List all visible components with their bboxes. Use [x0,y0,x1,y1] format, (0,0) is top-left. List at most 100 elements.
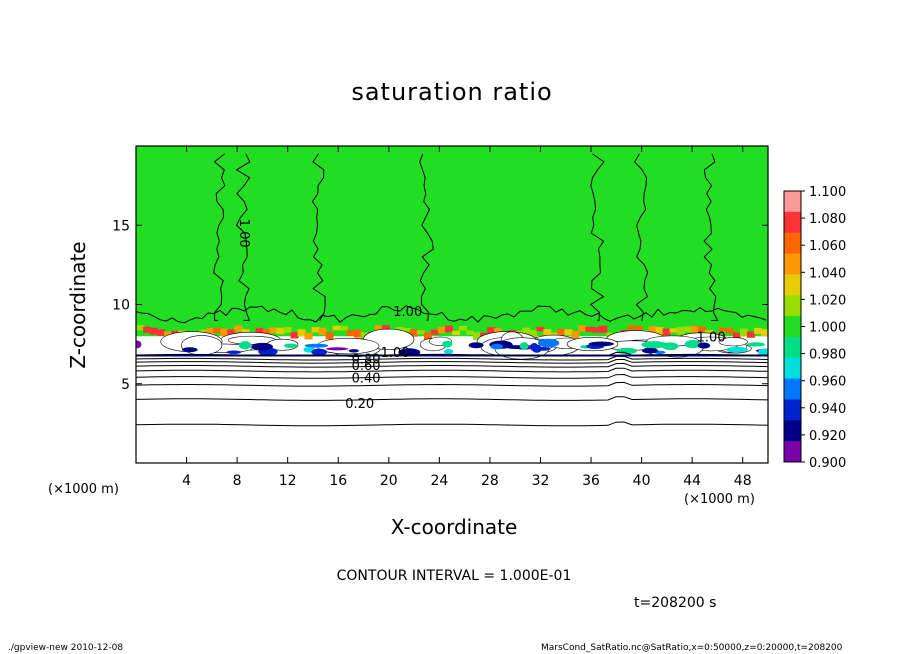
cloud-base-patch [697,342,711,349]
cloud-fringe-cell [241,329,250,334]
y-tick-label: 5 [121,377,130,393]
cloud-fringe-cell [725,328,734,334]
cloud-fringe-cell [157,329,166,336]
cloud-base-patch [588,341,615,347]
cloud-fringe-cell [564,329,573,336]
contour-line-lower [136,396,768,401]
x-tick-label: 20 [380,473,398,489]
x-tick-label: 44 [683,473,701,489]
cloud-fringe-cell [206,328,215,336]
contour-label: 0.80 [352,352,381,367]
cloud-fringe-cell [283,326,292,333]
contour-interval-label: CONTOUR INTERVAL = 1.000E-01 [336,568,572,584]
y-tick-label: 10 [112,298,130,314]
cloud-base-patch [226,350,242,355]
cloud-fringe-cell [760,329,768,336]
cloud-base-patch [348,349,359,353]
cloud-fringe-cell [746,331,755,338]
y-axis-label: Z-coordinate [66,241,90,369]
colorbar-label: 1.020 [809,293,846,308]
contour-line-plume [235,153,251,321]
contour-line-lower [136,358,768,364]
cloud-fringe-cell [297,329,306,336]
x-tick-label: 32 [532,473,550,489]
cloud-fringe-cell [599,325,608,333]
x-tick-label: 28 [481,473,499,489]
cloud-base-patch [251,342,273,351]
time-label: t=208200 s [634,595,717,611]
cloud-fringe-cell [739,328,748,337]
colorbar-swatch [784,295,801,317]
contour-line-plume [213,153,226,321]
saturated-region [136,146,768,337]
cloud-fringe-cell [473,332,482,341]
cloud-fringe-cell [634,325,643,331]
contour-line-plume [419,153,434,321]
chart-title: saturation ratio [351,78,553,106]
cloud-base-patch [684,340,702,349]
cloud-base-patch [757,348,768,357]
cloud-fringe-cell [164,331,173,338]
contour-label: 1.00 [236,219,251,248]
cloud-fringe-cell [304,332,313,340]
cloud-fringe-cell [339,325,348,331]
cloud-base-patch [468,342,484,349]
cloud-fringe-cell [487,327,496,335]
cloud-fringe-cell [136,325,145,331]
contour-label: 1.00 [697,330,726,345]
cloud-fringe-cell [430,329,439,335]
cloud-base-patch [443,349,454,355]
contour-line-plume [703,153,719,321]
cloud-base-patch [537,338,560,348]
cloud-fringe-cell [536,326,545,332]
cloud-fringe-cell [557,328,566,336]
colorbar-swatch [784,441,801,463]
cloud-fringe-cell [522,327,531,336]
cloud-fringe-cell [648,326,657,333]
cloud-fringe-cell [690,326,699,333]
plot-area: 1.001.001.000.800.600.400.201.00 [136,146,768,463]
colorbar-swatch [784,274,801,296]
contour-line-lower [136,381,768,387]
cloud-fringe-cell [529,330,538,338]
colorbar-label: 1.100 [809,185,846,200]
colorbar-swatch [784,420,801,442]
contour-line-lower [136,373,768,379]
cloud-fringe-cell [437,326,446,334]
cloud-fringe-cell [683,326,692,333]
cloud-base-patch [238,341,252,350]
x-tick-label: 16 [329,473,347,489]
cloud-fringe-cell [150,327,159,335]
cloud-cell [718,337,748,347]
cloud-fringe-cell [571,331,580,339]
cloud-base-patch [311,348,328,356]
cloud-fringe-cell [753,327,762,334]
contour-label: 1.00 [381,346,410,361]
x-tick-label: 48 [734,473,752,489]
colorbar-swatch [784,211,801,234]
cloud-fringe-cell [227,329,236,338]
colorbar-label: 1.000 [809,321,846,336]
cloud-base-patch [181,347,198,353]
cloud-fringe-cell [290,332,299,339]
cloud-fringe-cell [452,330,461,335]
contour-label: 0.20 [345,397,374,412]
cloud-fringe-cell [143,326,152,333]
cloud-base-patch [519,342,529,350]
cloud-fringe-cell [585,326,594,332]
contour-label: 1.00 [393,305,422,320]
colorbar-swatch [784,357,801,380]
cloud-fringe-cell [697,326,706,332]
cloud-fringe-cell [627,325,636,330]
contour-line-lower [136,421,768,427]
y-tick-label: 15 [112,218,130,234]
cloud-fringe-cell [276,327,285,335]
colorbar-label: 1.060 [809,239,846,254]
cloud-fringe-cell [459,325,468,331]
colorbar-swatch [784,399,801,421]
cloud-fringe-cell [346,330,355,336]
cloud-base-patch [442,340,453,348]
cloud-base-patch [284,343,298,349]
x-tick-label: 4 [182,473,191,489]
